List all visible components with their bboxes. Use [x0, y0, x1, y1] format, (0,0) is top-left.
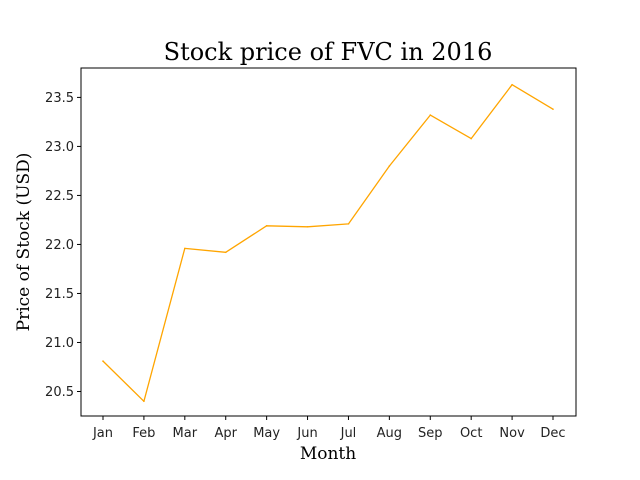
- x-axis: Jan Feb Mar Apr May Jun Jul Aug Sep Oct Nov Dec: [92, 416, 566, 441]
- data-point: [347, 223, 350, 225]
- data-point: [306, 226, 309, 228]
- x-tick-label: Apr: [214, 426, 237, 441]
- data-point: [143, 400, 145, 403]
- x-tick-label: Jan: [92, 426, 113, 441]
- data-point: [184, 247, 186, 250]
- y-tick-label: 20.5: [45, 385, 74, 400]
- data-point: [265, 225, 268, 227]
- y-tick-label: 21.5: [45, 287, 74, 302]
- series-group: [102, 83, 554, 403]
- x-tick-label: Jul: [340, 426, 357, 441]
- data-point: [102, 360, 104, 362]
- data-point: [552, 108, 554, 110]
- series-line: [102, 84, 554, 402]
- y-axis-label: Price of Stock (USD): [14, 153, 34, 332]
- y-tick-label: 23.5: [45, 91, 74, 106]
- y-tick-label: 23.0: [45, 140, 74, 155]
- data-point: [511, 83, 513, 86]
- data-point: [388, 165, 391, 167]
- data-point: [224, 251, 227, 254]
- chart-title: Stock price of FVC in 2016: [164, 38, 493, 66]
- x-tick-label: Dec: [540, 426, 565, 441]
- x-tick-label: Jun: [296, 426, 317, 441]
- x-tick-label: Mar: [173, 426, 198, 441]
- x-tick-label: Oct: [460, 426, 482, 441]
- plot-frame: [80, 67, 577, 417]
- data-point: [429, 114, 432, 116]
- data-point: [470, 137, 472, 140]
- x-tick-label: May: [253, 426, 280, 441]
- x-tick-label: Feb: [132, 426, 155, 441]
- y-tick-label: 22.5: [45, 189, 74, 204]
- x-tick-label: Nov: [499, 426, 525, 441]
- y-axis: 20.5 21.0 21.5 22.0 22.5 23.0 23.5: [45, 91, 81, 400]
- x-axis-label: Month: [300, 444, 356, 464]
- x-tick-label: Sep: [418, 426, 443, 441]
- y-tick-label: 22.0: [45, 238, 74, 253]
- y-tick-label: 21.0: [45, 336, 74, 351]
- x-tick-label: Aug: [377, 426, 402, 441]
